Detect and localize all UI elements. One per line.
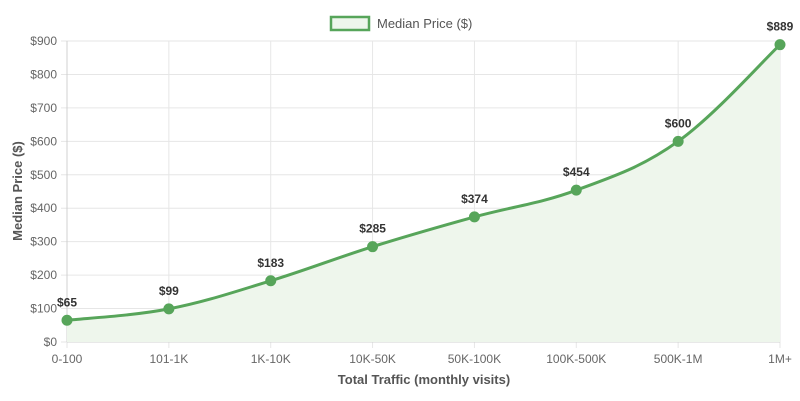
y-tick-label: $600 bbox=[30, 134, 57, 148]
data-label: $99 bbox=[159, 284, 179, 298]
x-tick-label: 50K-100K bbox=[448, 352, 501, 366]
data-point bbox=[468, 211, 480, 223]
data-point bbox=[774, 39, 786, 51]
data-point bbox=[672, 135, 684, 147]
data-point bbox=[367, 241, 379, 253]
legend-label: Median Price ($) bbox=[377, 16, 472, 31]
x-tick-label: 500K-1M bbox=[654, 352, 703, 366]
data-label: $374 bbox=[461, 192, 488, 206]
data-point bbox=[163, 303, 175, 315]
data-point bbox=[61, 314, 73, 326]
x-tick-labels: 0-100 101-1K 1K-10K 10K-50K 50K-100K 100K-500… bbox=[52, 352, 792, 366]
x-tick-label: 1M+ bbox=[768, 352, 792, 366]
x-tick-label: 1K-10K bbox=[251, 352, 291, 366]
data-label-layer: $65 $99 $183 $285 $374 $454 $600 $889 bbox=[57, 20, 794, 310]
y-tick-label: $800 bbox=[30, 67, 57, 81]
y-tick-label: $0 bbox=[44, 335, 58, 349]
data-label: $454 bbox=[563, 165, 590, 179]
area-layer bbox=[67, 44, 780, 342]
legend-swatch bbox=[329, 15, 371, 32]
data-point bbox=[265, 275, 277, 287]
data-label: $600 bbox=[665, 116, 692, 130]
data-label: $183 bbox=[257, 256, 284, 270]
y-tick-label: $300 bbox=[30, 235, 57, 249]
y-tick-label: $700 bbox=[30, 101, 57, 115]
x-tick-label: 0-100 bbox=[52, 352, 83, 366]
y-tick-label: $100 bbox=[30, 302, 57, 316]
legend[interactable]: Median Price ($) bbox=[329, 15, 472, 32]
series-area bbox=[67, 44, 780, 342]
data-label: $889 bbox=[767, 20, 794, 34]
data-label: $65 bbox=[57, 295, 77, 309]
y-tick-label: $200 bbox=[30, 268, 57, 282]
x-tick-label: 101-1K bbox=[150, 352, 189, 366]
x-tick-label: 10K-50K bbox=[349, 352, 396, 366]
y-axis-title: Median Price ($) bbox=[10, 141, 25, 241]
data-point bbox=[570, 184, 582, 196]
x-tick-label: 100K-500K bbox=[546, 352, 606, 366]
y-tick-label: $400 bbox=[30, 201, 57, 215]
data-label: $285 bbox=[359, 222, 386, 236]
y-tick-label: $500 bbox=[30, 168, 57, 182]
y-tick-label: $900 bbox=[30, 34, 57, 48]
point-layer bbox=[61, 39, 786, 326]
x-axis-title: Total Traffic (monthly visits) bbox=[338, 372, 510, 387]
y-tick-labels: $0 $100 $200 $300 $400 $500 $600 $700 $800 $900 bbox=[30, 34, 57, 349]
